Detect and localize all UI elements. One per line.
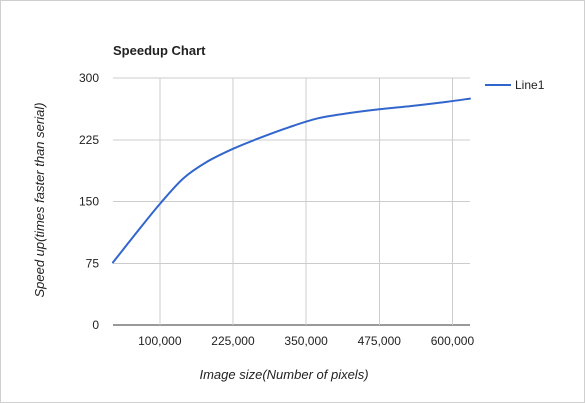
gridlines xyxy=(113,77,470,326)
legend-label: Line1 xyxy=(515,78,545,92)
y-tick-label: 75 xyxy=(86,256,100,270)
x-tick-label: 225,000 xyxy=(211,334,255,348)
chart-title: Speedup Chart xyxy=(113,43,206,58)
x-axis-title: Image size(Number of pixels) xyxy=(199,367,368,382)
x-tick-label: 475,000 xyxy=(358,334,402,348)
tick-labels: 0 75 150 225 300 100,000 225,000 350,000 475,000… xyxy=(79,71,474,348)
y-tick-label: 0 xyxy=(92,318,99,332)
series-line-line1 xyxy=(112,97,471,264)
y-tick-label: 225 xyxy=(79,133,99,147)
y-axis-title: Speed up(times faster than serial) xyxy=(32,102,47,297)
x-tick-label: 100,000 xyxy=(138,334,182,348)
y-tick-label: 300 xyxy=(79,71,99,85)
series-lines xyxy=(112,97,471,264)
x-tick-label: 600,000 xyxy=(431,334,475,348)
y-tick-label: 150 xyxy=(79,195,99,209)
legend: Line1 xyxy=(485,78,545,92)
x-tick-label: 350,000 xyxy=(284,334,328,348)
